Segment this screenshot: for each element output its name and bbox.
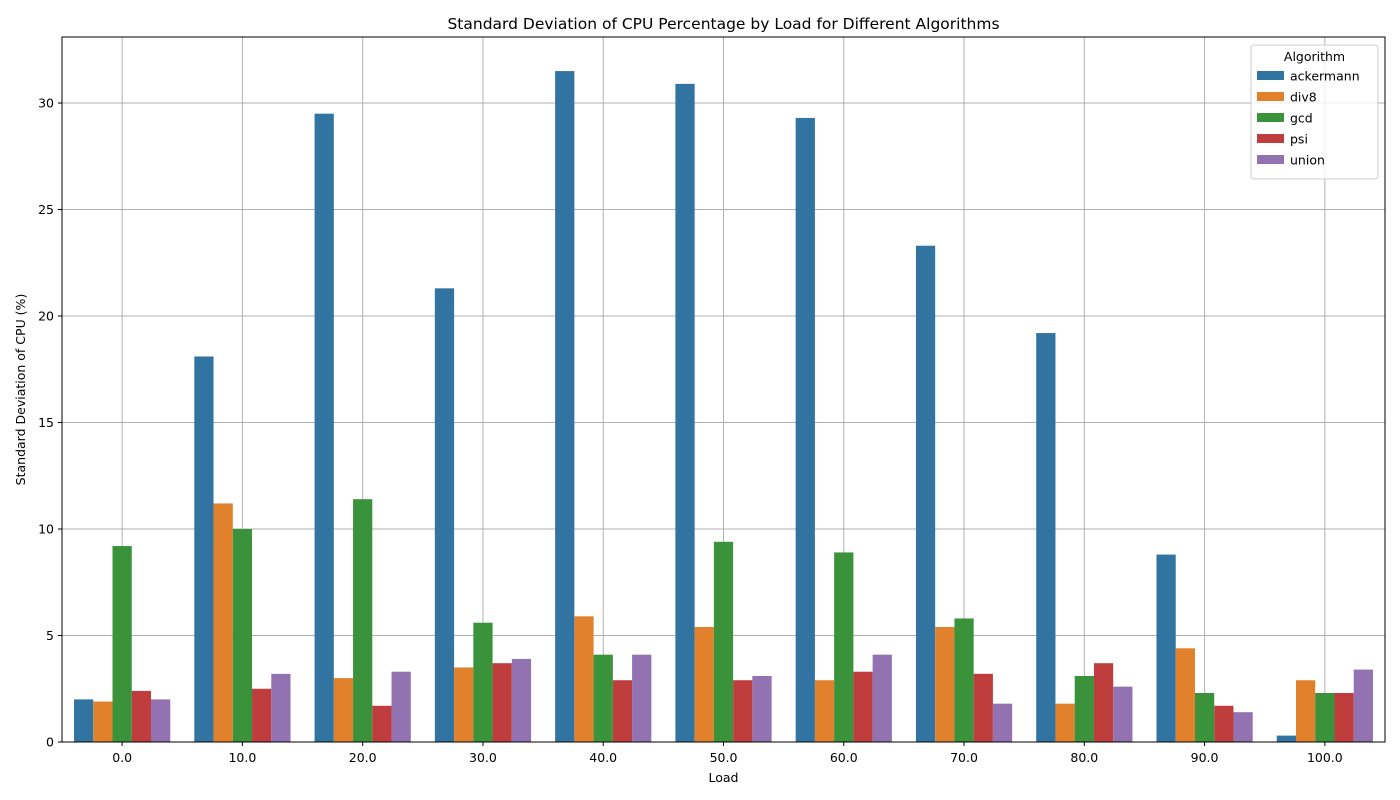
bar-union-10.0 xyxy=(271,673,291,742)
x-tick-label: 60.0 xyxy=(830,750,858,765)
y-tick-label: 20 xyxy=(38,309,54,324)
bar-psi-10.0 xyxy=(252,688,272,742)
bar-psi-90.0 xyxy=(1214,705,1234,742)
chart-title: Standard Deviation of CPU Percentage by … xyxy=(447,15,999,33)
bar-ackermann-60.0 xyxy=(795,117,815,743)
x-tick-label: 30.0 xyxy=(469,750,497,765)
y-tick-label: 15 xyxy=(38,415,54,430)
bar-gcd-20.0 xyxy=(353,499,373,742)
bar-union-100.0 xyxy=(1353,669,1373,742)
bar-div8-100.0 xyxy=(1295,680,1316,742)
bar-div8-20.0 xyxy=(333,678,354,742)
legend-swatch-union xyxy=(1257,155,1284,164)
bar-psi-40.0 xyxy=(612,680,633,742)
x-tick-label: 20.0 xyxy=(349,750,377,765)
x-axis-ticks: 0.0 10.0 20.0 30.0 40.0 50.0 60.0 70.0 80.0 90.0 1… xyxy=(112,742,1343,765)
bar-psi-30.0 xyxy=(492,663,512,742)
legend-label-div8: div8 xyxy=(1290,90,1317,105)
bar-div8-30.0 xyxy=(454,667,474,742)
bar-div8-80.0 xyxy=(1055,703,1075,742)
bar-div8-40.0 xyxy=(574,616,594,742)
legend-swatch-ackermann xyxy=(1257,71,1284,80)
bar-psi-100.0 xyxy=(1334,693,1354,742)
bar-ackermann-80.0 xyxy=(1036,333,1056,742)
bar-union-50.0 xyxy=(752,675,772,742)
x-tick-label: 80.0 xyxy=(1070,750,1098,765)
bar-union-20.0 xyxy=(391,671,411,742)
legend-title: Algorithm xyxy=(1284,49,1345,64)
y-tick-label: 25 xyxy=(38,202,54,217)
bar-psi-80.0 xyxy=(1093,663,1114,742)
bar-gcd-50.0 xyxy=(713,541,734,742)
bar-gcd-100.0 xyxy=(1315,693,1335,742)
legend-swatch-gcd xyxy=(1257,113,1284,122)
legend-label-union: union xyxy=(1290,153,1325,168)
bar-ackermann-100.0 xyxy=(1276,735,1296,742)
legend-label-gcd: gcd xyxy=(1290,111,1313,126)
legend-label-psi: psi xyxy=(1290,132,1308,147)
y-axis-ticks: 0 5 10 15 20 25 30 xyxy=(38,96,62,750)
legend-swatch-div8 xyxy=(1257,92,1284,101)
bar-union-60.0 xyxy=(872,654,892,742)
y-tick-label: 5 xyxy=(46,628,54,643)
bar-union-80.0 xyxy=(1113,686,1133,742)
bar-ackermann-0.0 xyxy=(74,699,94,742)
bars xyxy=(74,71,1373,743)
bar-psi-60.0 xyxy=(853,671,873,742)
bar-ackermann-40.0 xyxy=(555,71,575,742)
bar-ackermann-70.0 xyxy=(915,245,936,742)
bar-ackermann-90.0 xyxy=(1156,554,1176,742)
bar-gcd-10.0 xyxy=(232,529,253,742)
bar-union-90.0 xyxy=(1233,712,1253,742)
bar-psi-50.0 xyxy=(733,680,753,742)
legend-swatch-psi xyxy=(1257,134,1284,143)
bar-ackermann-30.0 xyxy=(434,288,455,742)
bar-union-0.0 xyxy=(151,699,171,742)
x-tick-label: 70.0 xyxy=(950,750,978,765)
bar-ackermann-50.0 xyxy=(675,83,695,742)
x-tick-label: 90.0 xyxy=(1191,750,1219,765)
x-tick-label: 0.0 xyxy=(112,750,132,765)
x-axis-label: Load xyxy=(709,770,739,785)
bar-div8-0.0 xyxy=(93,701,113,742)
bar-gcd-60.0 xyxy=(834,552,854,742)
legend: Algorithm ackermann div8 gcd psi union xyxy=(1250,44,1379,180)
bar-div8-10.0 xyxy=(213,503,233,742)
y-tick-label: 0 xyxy=(46,735,54,750)
bar-ackermann-10.0 xyxy=(194,356,214,742)
bar-psi-0.0 xyxy=(131,690,152,742)
x-tick-label: 40.0 xyxy=(589,750,617,765)
bar-union-70.0 xyxy=(992,703,1013,742)
bar-div8-90.0 xyxy=(1175,648,1195,742)
bar-union-40.0 xyxy=(632,654,652,742)
bar-gcd-90.0 xyxy=(1194,693,1215,742)
bar-gcd-80.0 xyxy=(1074,675,1094,742)
bar-div8-60.0 xyxy=(814,680,835,742)
bar-union-30.0 xyxy=(511,658,532,742)
y-tick-label: 30 xyxy=(38,96,54,111)
x-tick-label: 100.0 xyxy=(1307,750,1343,765)
bar-gcd-0.0 xyxy=(112,546,132,742)
bar-ackermann-20.0 xyxy=(314,113,334,742)
y-axis-label: Standard Deviation of CPU (%) xyxy=(13,294,28,486)
legend-label-ackermann: ackermann xyxy=(1290,69,1360,84)
bar-div8-50.0 xyxy=(694,626,714,742)
bar-gcd-70.0 xyxy=(954,618,974,742)
bar-psi-20.0 xyxy=(372,705,392,742)
x-tick-label: 10.0 xyxy=(228,750,256,765)
bar-div8-70.0 xyxy=(935,626,955,742)
bar-gcd-40.0 xyxy=(593,654,613,742)
y-tick-label: 10 xyxy=(38,522,54,537)
bar-gcd-30.0 xyxy=(473,622,493,742)
x-tick-label: 50.0 xyxy=(710,750,738,765)
bar-psi-70.0 xyxy=(973,673,993,742)
